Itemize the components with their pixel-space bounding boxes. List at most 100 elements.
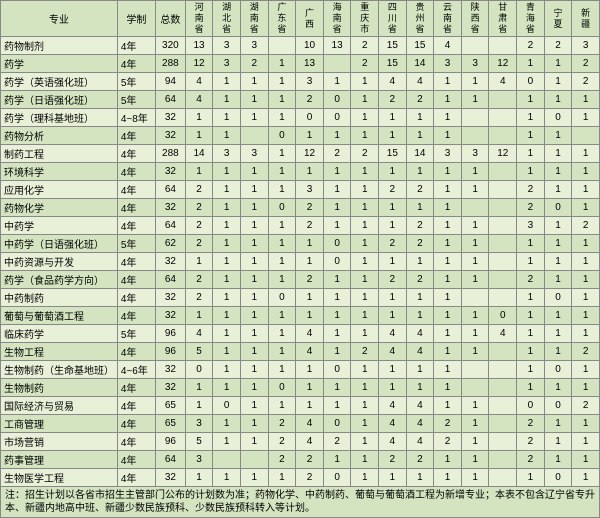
header-province: 陕西省 [461,1,489,37]
cell-value: 2 [406,181,434,199]
header-major: 专业 [1,1,118,37]
cell-value: 1 [351,235,379,253]
cell-value: 2 [351,37,379,55]
table-row: 生物医学工程4年3211112011111101 [1,469,600,487]
table-row: 应用化学4年6421113112211211 [1,181,600,199]
cell-value: 1 [461,235,489,253]
cell-value: 1 [296,307,324,325]
cell-value: 1 [296,397,324,415]
cell-value [489,289,517,307]
cell-major: 药学（日语强化班） [1,91,118,109]
cell-value: 15 [379,37,407,55]
cell-value: 2 [296,451,324,469]
cell-value: 1 [572,433,600,451]
cell-value: 1 [351,73,379,91]
cell-value: 1 [406,163,434,181]
cell-value: 1 [351,109,379,127]
cell-value: 3 [296,73,324,91]
cell-value: 1 [268,307,296,325]
cell-value: 1 [296,361,324,379]
cell-value: 2 [185,181,213,199]
cell-duration: 4年 [117,199,155,217]
cell-value: 1 [572,379,600,397]
cell-value: 1 [379,127,407,145]
cell-value: 1 [213,307,241,325]
cell-value: 1 [517,163,545,181]
cell-value: 14 [406,145,434,163]
cell-value: 1 [544,271,572,289]
cell-value: 3 [213,37,241,55]
cell-value: 1 [351,361,379,379]
cell-value: 1 [517,253,545,271]
cell-value: 2 [296,199,324,217]
cell-value: 4 [296,343,324,361]
cell-value: 2 [351,145,379,163]
cell-value: 1 [572,271,600,289]
cell-value: 1 [323,379,351,397]
cell-value: 4 [406,397,434,415]
cell-value: 0 [544,289,572,307]
cell-value: 0 [296,109,324,127]
cell-value: 1 [461,451,489,469]
enrollment-table: 专业 学制 总数 河南省湖北省湖南省广东省广西海南省重庆市四川省贵州省云南省陕西… [0,0,600,518]
cell-value: 1 [517,289,545,307]
cell-value: 2 [517,451,545,469]
cell-value: 1 [240,415,268,433]
cell-value: 1 [268,217,296,235]
header-duration: 学制 [117,1,155,37]
cell-value: 1 [240,91,268,109]
cell-duration: 4年 [117,217,155,235]
cell-value: 1 [379,199,407,217]
cell-value: 4 [379,415,407,433]
cell-major: 国际经济与贸易 [1,397,118,415]
cell-value: 5 [185,433,213,451]
cell-value: 1 [572,325,600,343]
cell-value: 1 [351,451,379,469]
cell-value: 2 [296,217,324,235]
header-total: 总数 [156,1,186,37]
cell-value: 1 [240,271,268,289]
cell-value: 14 [406,55,434,73]
cell-value: 1 [406,289,434,307]
cell-value: 1 [379,217,407,235]
header-province: 广西 [296,1,324,37]
cell-value: 1 [461,253,489,271]
table-row: 中药制药4年322110111111101 [1,289,600,307]
cell-major: 中药学 [1,217,118,235]
cell-value [461,127,489,145]
cell-value: 1 [434,181,462,199]
cell-value: 0 [185,361,213,379]
cell-value: 1 [240,289,268,307]
cell-major: 生物医学工程 [1,469,118,487]
header-province: 新疆 [572,1,600,37]
cell-duration: 4年 [117,451,155,469]
cell-value: 1 [544,307,572,325]
cell-value: 12 [489,145,517,163]
cell-duration: 4~6年 [117,361,155,379]
cell-value: 1 [268,109,296,127]
cell-value: 1 [351,307,379,325]
cell-value: 1 [268,361,296,379]
cell-major: 药学（英语强化班） [1,73,118,91]
cell-total: 64 [156,271,186,289]
cell-value: 1 [323,289,351,307]
cell-duration: 4年 [117,145,155,163]
cell-value: 0 [544,397,572,415]
cell-value [489,37,517,55]
cell-value: 1 [213,235,241,253]
cell-value: 4 [296,433,324,451]
cell-value: 1 [185,397,213,415]
cell-value: 1 [461,217,489,235]
cell-value: 2 [572,343,600,361]
cell-value: 3 [213,55,241,73]
cell-total: 32 [156,361,186,379]
cell-value: 1 [213,199,241,217]
enrollment-table-container: 专业 学制 总数 河南省湖北省湖南省广东省广西海南省重庆市四川省贵州省云南省陕西… [0,0,600,511]
cell-value: 1 [461,163,489,181]
cell-value: 2 [351,55,379,73]
cell-value: 14 [185,145,213,163]
table-row: 国际经济与贸易4年6510111114411002 [1,397,600,415]
cell-value: 1 [351,379,379,397]
cell-total: 32 [156,127,186,145]
cell-major: 环境科学 [1,163,118,181]
